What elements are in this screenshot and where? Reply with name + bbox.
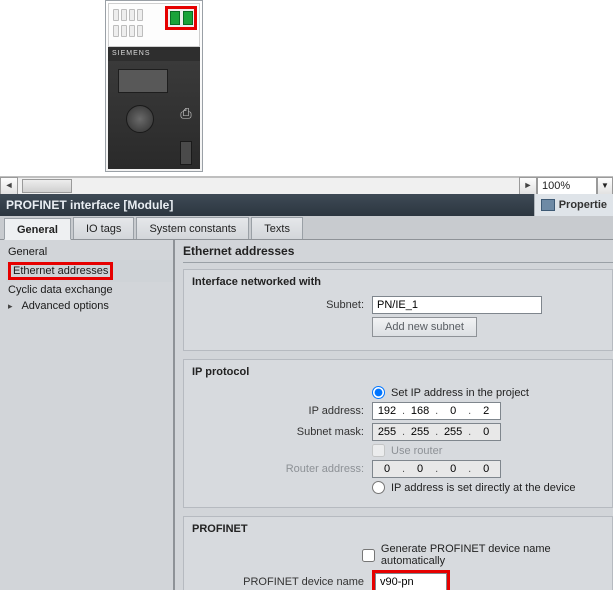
- hw-profinet-port-highlight[interactable]: [165, 6, 197, 30]
- tab-general[interactable]: General: [4, 218, 71, 240]
- hw-io-slots: [113, 9, 157, 39]
- tab-system-constants[interactable]: System constants: [136, 217, 249, 239]
- radio-set-ip-in-project-label: Set IP address in the project: [391, 387, 529, 399]
- use-router-label: Use router: [391, 445, 442, 457]
- subnet-field[interactable]: [372, 296, 542, 314]
- inspector-tabs: General IO tags System constants Texts: [0, 216, 613, 240]
- router-address-field: . . .: [372, 460, 501, 478]
- properties-icon: [541, 199, 555, 211]
- nav-item-label: Advanced options: [21, 300, 108, 312]
- tab-io-tags[interactable]: IO tags: [73, 217, 134, 239]
- properties-tab-label: Propertie: [559, 194, 607, 216]
- nav-item-cyclic-data-exchange[interactable]: Cyclic data exchange: [6, 282, 173, 298]
- property-nav-tree: General Ethernet addresses Cyclic data e…: [0, 240, 175, 590]
- radio-set-ip-at-device[interactable]: [372, 481, 385, 494]
- tab-texts[interactable]: Texts: [251, 217, 303, 239]
- nav-item-label: Ethernet addresses: [13, 265, 108, 277]
- subnet-mask-field: . . .: [372, 423, 501, 441]
- ip-address-field[interactable]: . . .: [372, 402, 501, 420]
- group-title: Interface networked with: [192, 276, 604, 288]
- hw-device-body: ⎙: [108, 61, 200, 169]
- mask-octet-4: [472, 424, 500, 440]
- router-octet-1: [373, 461, 401, 477]
- mask-octet-2: [406, 424, 434, 440]
- group-interface-networked-with: Interface networked with Subnet: Add new…: [183, 269, 613, 351]
- divider: [183, 262, 613, 263]
- hw-brand-label: SIEMENS: [108, 47, 200, 61]
- nav-item-ethernet-addresses[interactable]: Ethernet addresses: [6, 260, 173, 282]
- hw-knob-icon: [126, 105, 154, 133]
- group-ip-protocol: IP protocol Set IP address in the projec…: [183, 359, 613, 508]
- group-profinet: PROFINET Generate PROFINET device name a…: [183, 516, 613, 590]
- profinet-device-name-field[interactable]: [375, 573, 447, 590]
- ip-address-label: IP address:: [192, 405, 372, 417]
- group-title: PROFINET: [192, 523, 604, 535]
- add-new-subnet-button[interactable]: Add new subnet: [372, 317, 477, 337]
- generate-name-auto-label: Generate PROFINET device name automatica…: [381, 543, 604, 567]
- ip-octet-3[interactable]: [439, 403, 467, 419]
- property-pane: Ethernet addresses Interface networked w…: [175, 240, 613, 590]
- hw-device: SIEMENS ⎙: [105, 0, 203, 172]
- subnet-mask-label: Subnet mask:: [192, 426, 372, 438]
- ip-octet-2[interactable]: [406, 403, 434, 419]
- router-octet-4: [472, 461, 500, 477]
- router-octet-3: [439, 461, 467, 477]
- scroll-thumb[interactable]: [22, 179, 72, 193]
- generate-name-auto-checkbox[interactable]: [362, 549, 375, 562]
- router-octet-2: [406, 461, 434, 477]
- radio-set-ip-at-device-label: IP address is set directly at the device: [391, 482, 575, 494]
- ethernet-port-icon: [183, 11, 193, 25]
- usb-icon: ⎙: [180, 105, 192, 125]
- use-router-checkbox: [372, 444, 385, 457]
- zoom-value[interactable]: 100%: [537, 177, 597, 195]
- profinet-device-name-label: PROFINET device name: [192, 576, 372, 588]
- mask-octet-3: [439, 424, 467, 440]
- hw-device-top: [108, 3, 200, 47]
- ip-octet-4[interactable]: [472, 403, 500, 419]
- horizontal-scroll-row: ◄ ► 100% ▼: [0, 176, 613, 194]
- inspector-title-bar: PROFINET interface [Module] Propertie: [0, 194, 613, 216]
- router-address-label: Router address:: [192, 463, 372, 475]
- subnet-label: Subnet:: [192, 299, 372, 311]
- zoom-dropdown-button[interactable]: ▼: [597, 177, 613, 195]
- nav-item-advanced-options[interactable]: Advanced options: [6, 298, 173, 314]
- hw-cover-icon: [180, 141, 192, 165]
- inspector-content: General Ethernet addresses Cyclic data e…: [0, 240, 613, 590]
- radio-set-ip-in-project[interactable]: [372, 386, 385, 399]
- properties-tab-button[interactable]: Propertie: [534, 194, 613, 216]
- hw-display-icon: [118, 69, 168, 93]
- hardware-image-area: SIEMENS ⎙: [0, 0, 613, 176]
- scroll-left-button[interactable]: ◄: [0, 177, 18, 195]
- profinet-device-name-highlight: [372, 570, 450, 590]
- ethernet-port-icon: [170, 11, 180, 25]
- nav-item-general[interactable]: General: [6, 244, 173, 260]
- scroll-track[interactable]: [18, 177, 519, 195]
- nav-ethernet-highlight: Ethernet addresses: [8, 262, 113, 280]
- mask-octet-1: [373, 424, 401, 440]
- ip-octet-1[interactable]: [373, 403, 401, 419]
- scroll-right-button[interactable]: ►: [519, 177, 537, 195]
- pane-title: Ethernet addresses: [183, 244, 613, 260]
- inspector-title-text: PROFINET interface [Module]: [6, 198, 173, 212]
- group-title: IP protocol: [192, 366, 604, 378]
